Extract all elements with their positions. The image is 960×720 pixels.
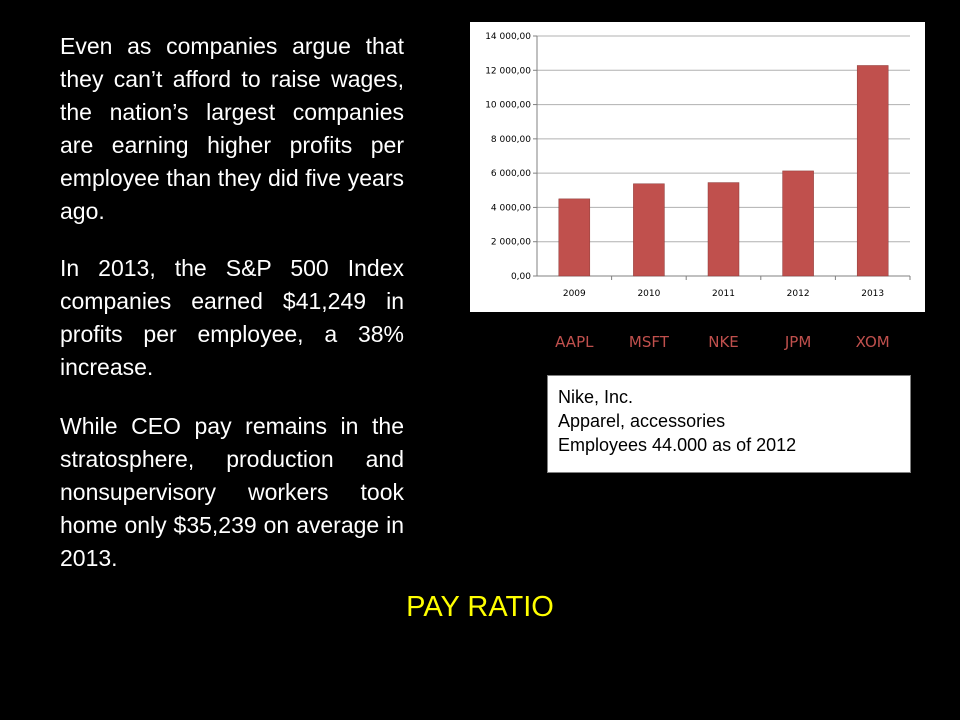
y-tick-label: 6 000,00 (491, 169, 531, 179)
x-tick-label: 2011 (712, 289, 735, 299)
pay-ratio-title: PAY RATIO (406, 591, 554, 623)
company-label-xom: XOM (855, 333, 890, 351)
chart-svg: 0,00 2 000,00 4 000,00 6 000,00 8 000,00 10 0… (485, 32, 911, 299)
bar-2009 (558, 198, 591, 277)
company-label-jpm: JPM (784, 333, 812, 351)
bar-2013 (856, 65, 889, 277)
y-tick-label: 4 000,00 (491, 203, 531, 213)
bar-2012 (782, 170, 814, 277)
x-tick-label: 2010 (637, 289, 660, 299)
x-tick-label: 2013 (861, 289, 884, 299)
bar-2011 (707, 182, 740, 277)
company-label-row: AAPL MSFT NKE JPM XOM (532, 333, 922, 355)
company-info-box: Nike, Inc. Apparel, accessories Employee… (547, 375, 911, 473)
company-industry: Apparel, accessories (558, 411, 726, 431)
x-tick-label: 2012 (787, 289, 810, 299)
x-tick-label: 2009 (563, 289, 586, 299)
company-label-nke: NKE (708, 333, 739, 351)
y-tick-label: 0,00 (511, 272, 531, 282)
company-name: Nike, Inc. (558, 387, 634, 407)
intro-paragraph: Even as companies argue that they can’t … (60, 33, 404, 224)
y-tick-label: 8 000,00 (491, 135, 531, 145)
company-label-msft: MSFT (628, 333, 669, 351)
profit-paragraph: In 2013, the S&P 500 Index companies ear… (60, 255, 404, 380)
profit-per-employee-chart: 0,00 2 000,00 4 000,00 6 000,00 8 000,00 10 0… (470, 22, 925, 312)
y-tick-label: 10 000,00 (485, 101, 531, 111)
y-tick-label: 12 000,00 (485, 66, 531, 76)
company-employees: Employees 44.000 as of 2012 (558, 435, 797, 455)
y-tick-label: 2 000,00 (491, 238, 531, 248)
company-label-aapl: AAPL (555, 333, 594, 351)
y-tick-label: 14 000,00 (485, 32, 531, 42)
bar-2010 (633, 183, 665, 277)
wage-paragraph: While CEO pay remains in the stratospher… (60, 413, 404, 571)
